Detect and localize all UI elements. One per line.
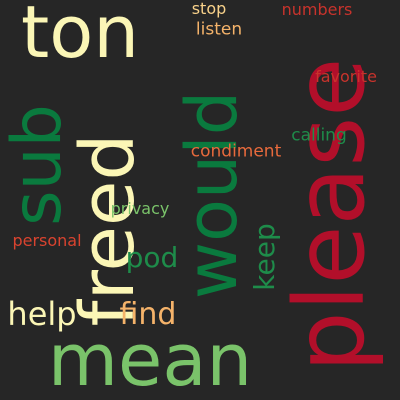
word-ton: ton (21, 0, 139, 74)
word-privacy: privacy (110, 199, 170, 218)
word-keep: keep (248, 223, 281, 291)
word-find: find (119, 297, 177, 332)
word-numbers: numbers (281, 0, 353, 19)
word-calling: calling (291, 125, 347, 146)
word-listen: listen (195, 19, 243, 40)
word-favorite: favorite (315, 67, 377, 86)
word-sub: sub (0, 104, 77, 226)
word-would: would (171, 90, 253, 300)
word-condiment: condiment (190, 141, 282, 162)
word-pod: pod (125, 241, 179, 274)
word-stop: stop (191, 0, 227, 18)
word-mean: mean (47, 318, 253, 400)
word-help: help (7, 295, 77, 333)
word-personal: personal (12, 231, 82, 250)
word-please: please (274, 57, 386, 373)
